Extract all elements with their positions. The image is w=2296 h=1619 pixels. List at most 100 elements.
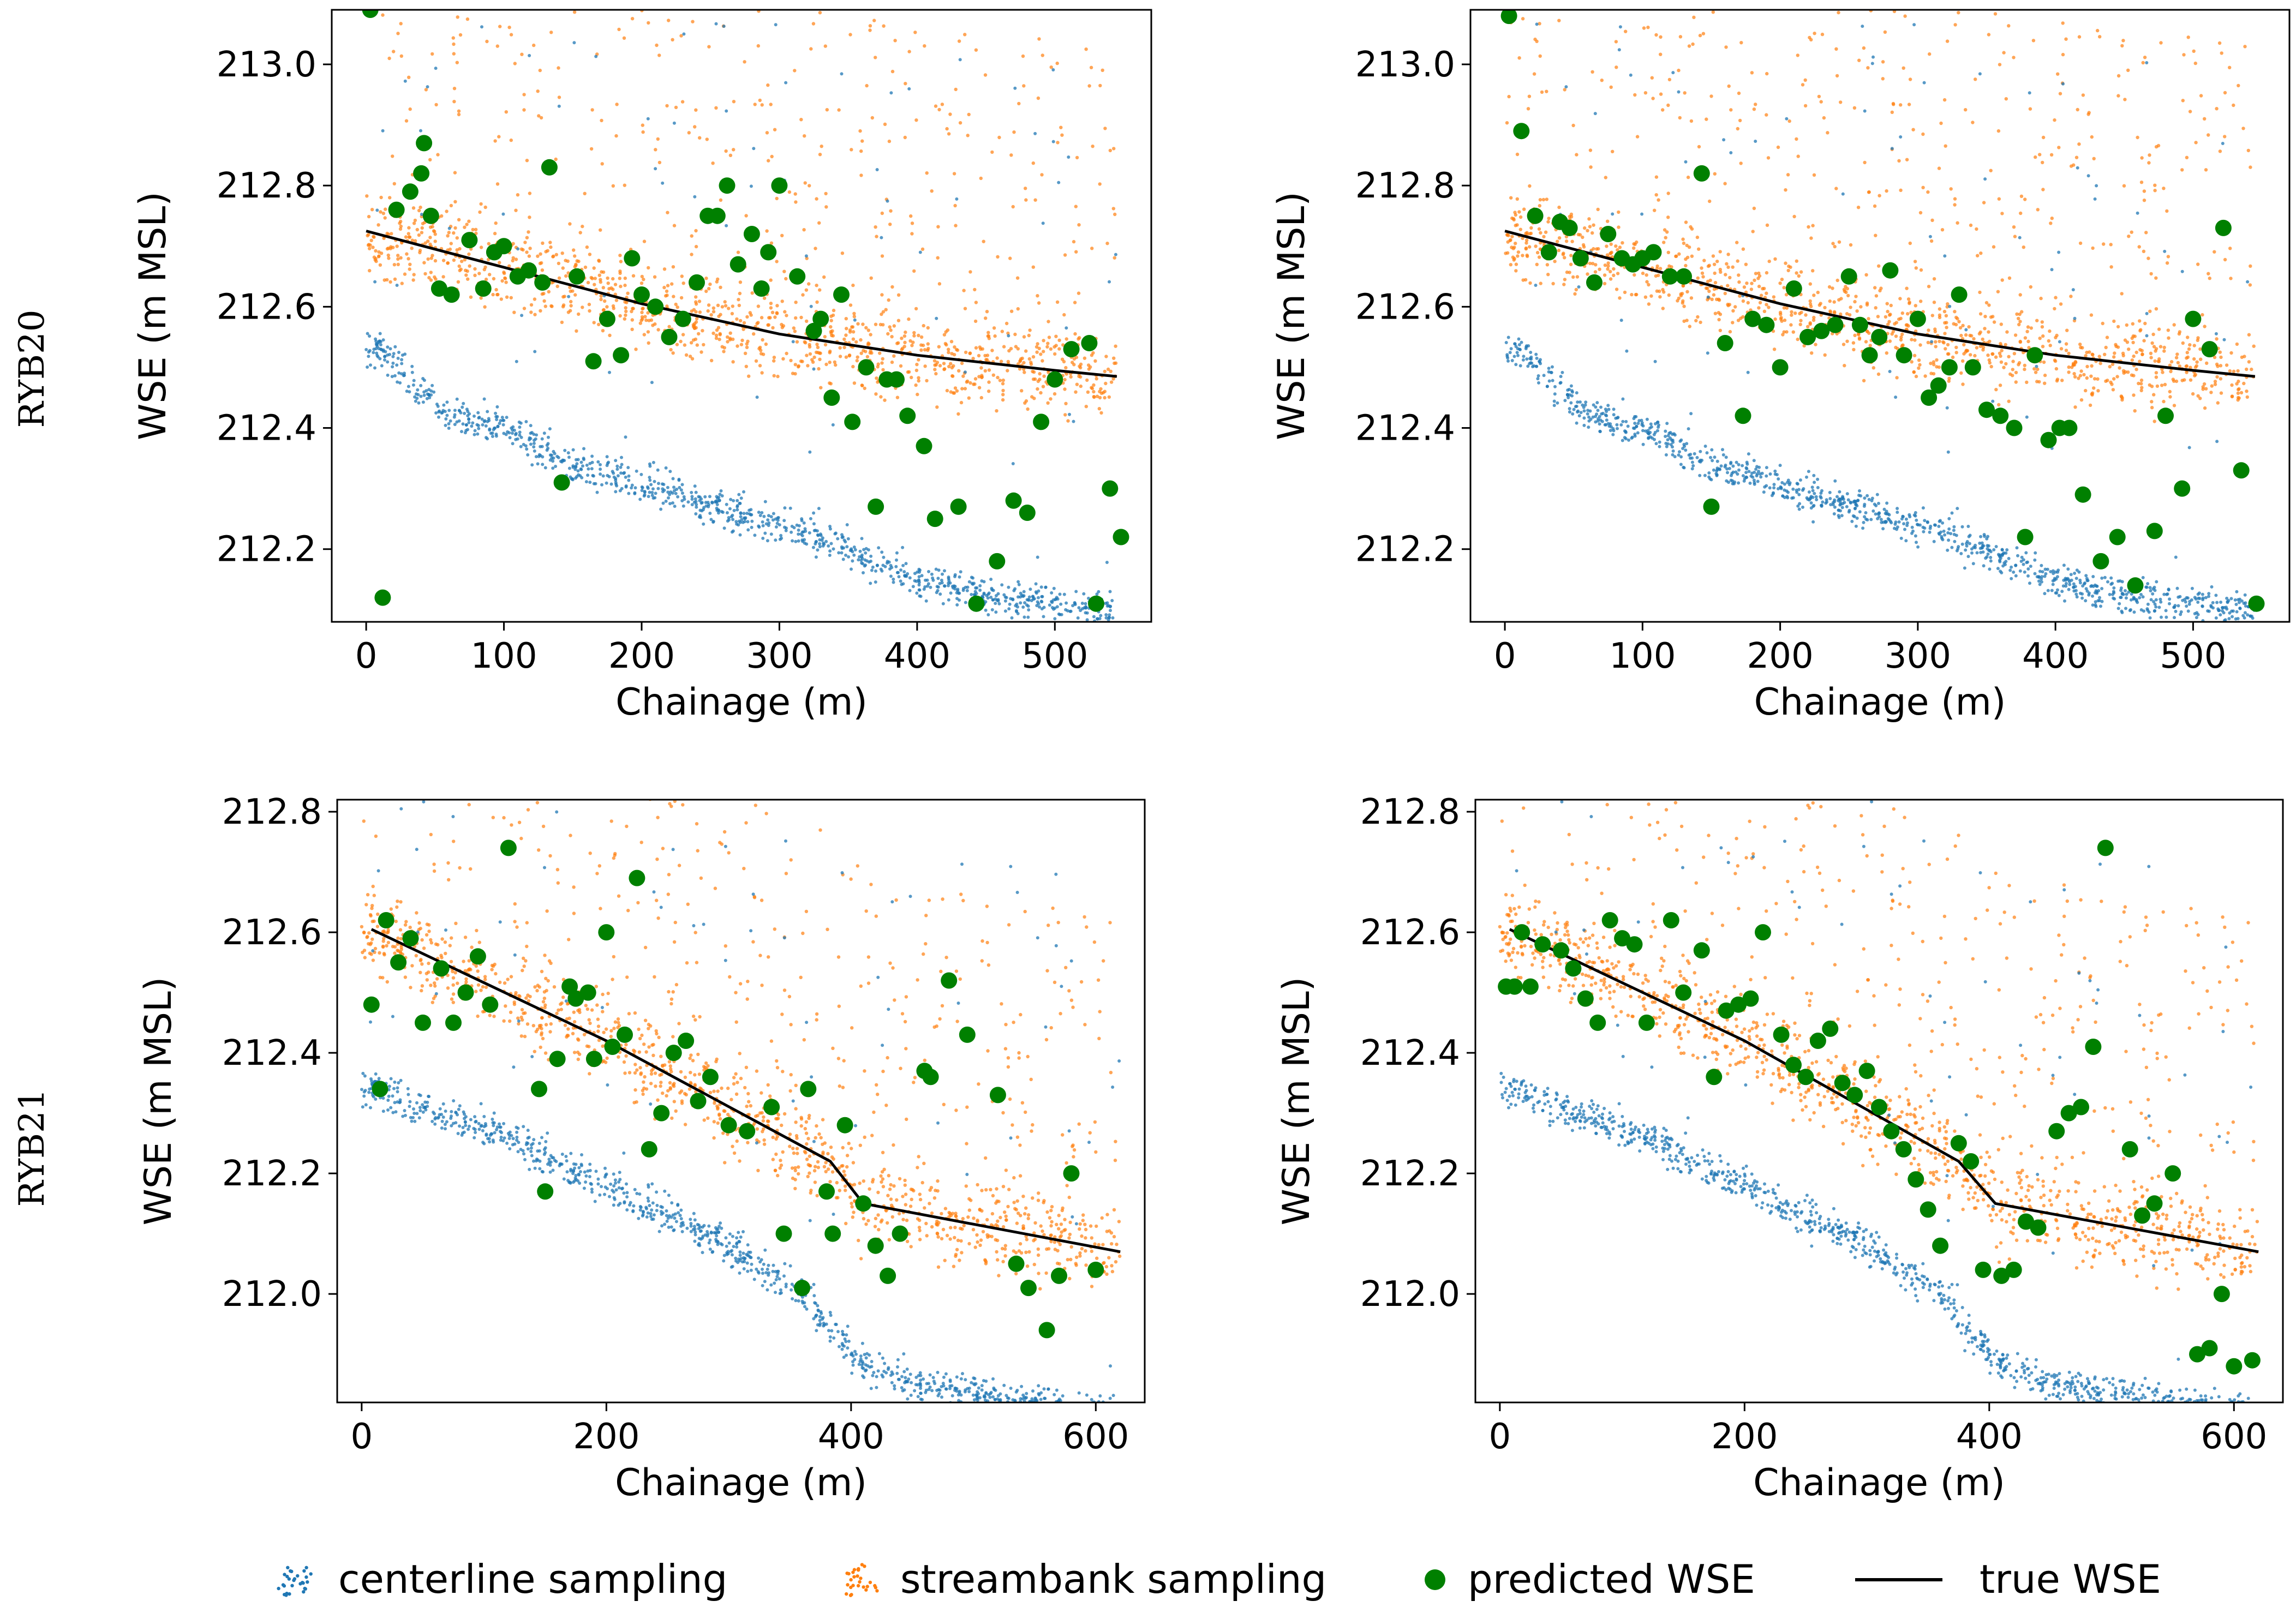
predicted-wse-point — [950, 498, 967, 515]
panel-ryb21-left: 0 200 400 600 212.0 212.2 212.4 212.6 212.8 Chain… — [137, 792, 1146, 1504]
predicted-wse-point — [598, 924, 615, 941]
x-tick-label: 500 — [1021, 636, 1088, 676]
predicted-wse-point — [1008, 1255, 1025, 1272]
predicted-wse-point — [1718, 1002, 1735, 1019]
x-tick-label: 100 — [470, 636, 537, 676]
predicted-wse-point — [2146, 1195, 2163, 1212]
legend-swatch-dot — [846, 1583, 850, 1587]
legend-swatch-dot — [282, 1584, 286, 1588]
predicted-wse-point — [739, 1123, 756, 1140]
axes-frame — [1469, 9, 2291, 623]
legend-swatch-dot — [868, 1580, 872, 1585]
predicted-wse-point — [1561, 219, 1578, 236]
x-tick-label: 400 — [1956, 1417, 2023, 1457]
predicted-wse-point — [1088, 595, 1104, 612]
axes-frame — [1474, 799, 2284, 1404]
predicted-wse-point — [617, 1026, 633, 1043]
true-wse-line — [370, 928, 1121, 1254]
legend-swatch-dot — [303, 1587, 307, 1591]
predicted-wse-point — [824, 1225, 841, 1242]
legend-swatch-dot — [296, 1574, 300, 1578]
x-tick-label: 400 — [884, 636, 950, 676]
legend-swatch-dot — [290, 1569, 294, 1573]
y-tick-label: 213.0 — [217, 45, 316, 85]
predicted-wse-point — [1527, 207, 1544, 224]
predicted-wse-point — [720, 1117, 737, 1134]
predicted-wse-point — [1661, 268, 1678, 285]
legend-swatch-dot — [287, 1577, 291, 1581]
y-tick-label: 212.6 — [1355, 287, 1455, 327]
predicted-wse-point — [709, 207, 726, 224]
predicted-wse-point — [1975, 1261, 1992, 1278]
legend-swatch-dot — [849, 1578, 853, 1582]
predicted-wse-point — [678, 1033, 695, 1049]
predicted-wse-point — [1522, 978, 1539, 995]
legend-predicted-label: predicted WSE — [1468, 1556, 1755, 1602]
y-tick-label: 212.4 — [1360, 1033, 1460, 1074]
predicted-wse-point — [2165, 1165, 2181, 1182]
predicted-wse-point — [989, 1087, 1006, 1104]
legend-swatch-dot — [290, 1584, 294, 1587]
predicted-wse-point — [2215, 219, 2232, 236]
predicted-wse-point — [1102, 480, 1119, 497]
legend-swatch-dot — [306, 1580, 309, 1584]
predicted-wse-point — [818, 1183, 835, 1200]
legend-swatch-dot — [304, 1566, 308, 1569]
legend-swatch-dot — [852, 1575, 856, 1579]
y-axis-label: WSE (m MSL) — [131, 191, 175, 440]
predicted-wse-point — [844, 413, 861, 430]
predicted-wse-point — [1742, 990, 1759, 1007]
predicted-wse-point — [629, 870, 645, 886]
predicted-wse-point — [2109, 529, 2126, 545]
legend-swatch-dot — [309, 1572, 313, 1576]
legend-swatch-dot — [286, 1566, 290, 1569]
predicted-wse-point — [1834, 1075, 1851, 1092]
predicted-wse-point — [1908, 1171, 1924, 1188]
centerline-sampling-points — [1504, 19, 2256, 622]
predicted-wse-point — [1626, 936, 1643, 953]
predicted-wse-point — [1758, 316, 1775, 333]
x-tick-label: 100 — [1609, 636, 1676, 676]
predicted-wse-point — [2127, 577, 2144, 594]
predicted-wse-point — [457, 984, 474, 1001]
row-label-ryb21: RYB21 — [12, 1089, 52, 1207]
predicted-wse-point — [833, 286, 850, 303]
x-tick-label: 0 — [1494, 636, 1516, 676]
predicted-wse-point — [624, 250, 641, 267]
x-tick-label: 200 — [608, 636, 675, 676]
predicted-wse-point — [1589, 1014, 1606, 1031]
predicted-wse-point — [1020, 1280, 1037, 1297]
predicted-wse-point — [1534, 936, 1551, 953]
x-tick-label: 600 — [2201, 1417, 2267, 1457]
row-label-ryb20: RYB20 — [12, 310, 52, 428]
legend-swatch-dot — [302, 1569, 306, 1573]
x-tick-label: 200 — [573, 1417, 639, 1457]
predicted-wse-point — [2248, 595, 2265, 612]
predicted-wse-point — [2060, 1105, 2077, 1122]
predicted-wse-point — [567, 990, 584, 1007]
predicted-wse-point — [1586, 274, 1603, 291]
legend-streambank-label: streambank sampling — [900, 1556, 1326, 1602]
y-tick-label: 212.4 — [1355, 409, 1455, 449]
predicted-wse-point — [941, 972, 958, 989]
predicted-wse-point — [569, 268, 585, 285]
predicted-wse-point — [2226, 1358, 2243, 1375]
predicted-wse-point — [2189, 1346, 2205, 1363]
predicted-wse-point — [1909, 310, 1926, 327]
predicted-wse-point — [1840, 268, 1857, 285]
predicted-wse-point — [2030, 1219, 2047, 1236]
predicted-wse-point — [1950, 1135, 1967, 1152]
predicted-wse-point — [388, 201, 405, 218]
predicted-wse-point — [1851, 316, 1868, 333]
plot-area — [1500, 10, 2265, 622]
legend-swatch-dot — [288, 1592, 291, 1596]
predicted-wse-point — [534, 274, 551, 291]
predicted-wse-point — [763, 1099, 780, 1116]
predicted-wse-point — [521, 262, 537, 279]
predicted-wse-point — [461, 232, 478, 249]
predicted-wse-point — [2244, 1352, 2261, 1369]
predicted-wse-point — [2134, 1207, 2151, 1224]
predicted-wse-point — [1951, 286, 1968, 303]
legend-swatch-dot — [851, 1570, 855, 1574]
legend-predicted-marker — [1425, 1569, 1445, 1590]
